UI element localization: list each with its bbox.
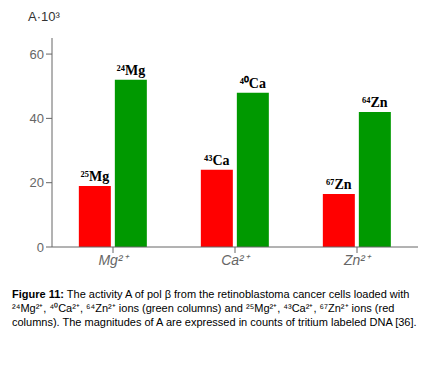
svg-text:²⁵Mg: ²⁵Mg (81, 169, 110, 184)
svg-text:Ca²⁺: Ca²⁺ (221, 252, 251, 268)
svg-text:20: 20 (30, 175, 44, 190)
svg-text:40: 40 (30, 111, 44, 126)
svg-text:⁴⁰Ca: ⁴⁰Ca (240, 75, 266, 91)
svg-text:⁶⁴Zn: ⁶⁴Zn (362, 95, 388, 110)
svg-text:Mg²⁺: Mg²⁺ (98, 252, 129, 268)
svg-text:60: 60 (30, 47, 44, 62)
svg-text:⁶⁷Zn: ⁶⁷Zn (326, 177, 352, 192)
svg-text:²⁴Mg: ²⁴Mg (117, 63, 146, 78)
html-text:Figure 11: The activity A of p: Figure 11: The activity A of pol β from … (12, 288, 417, 328)
svg-text:⁴³Ca: ⁴³Ca (204, 153, 230, 168)
html-text:A·10³: A·10³ (28, 9, 60, 24)
svg-text:0: 0 (37, 240, 44, 255)
svg-text:Zn²⁺: Zn²⁺ (343, 252, 372, 268)
